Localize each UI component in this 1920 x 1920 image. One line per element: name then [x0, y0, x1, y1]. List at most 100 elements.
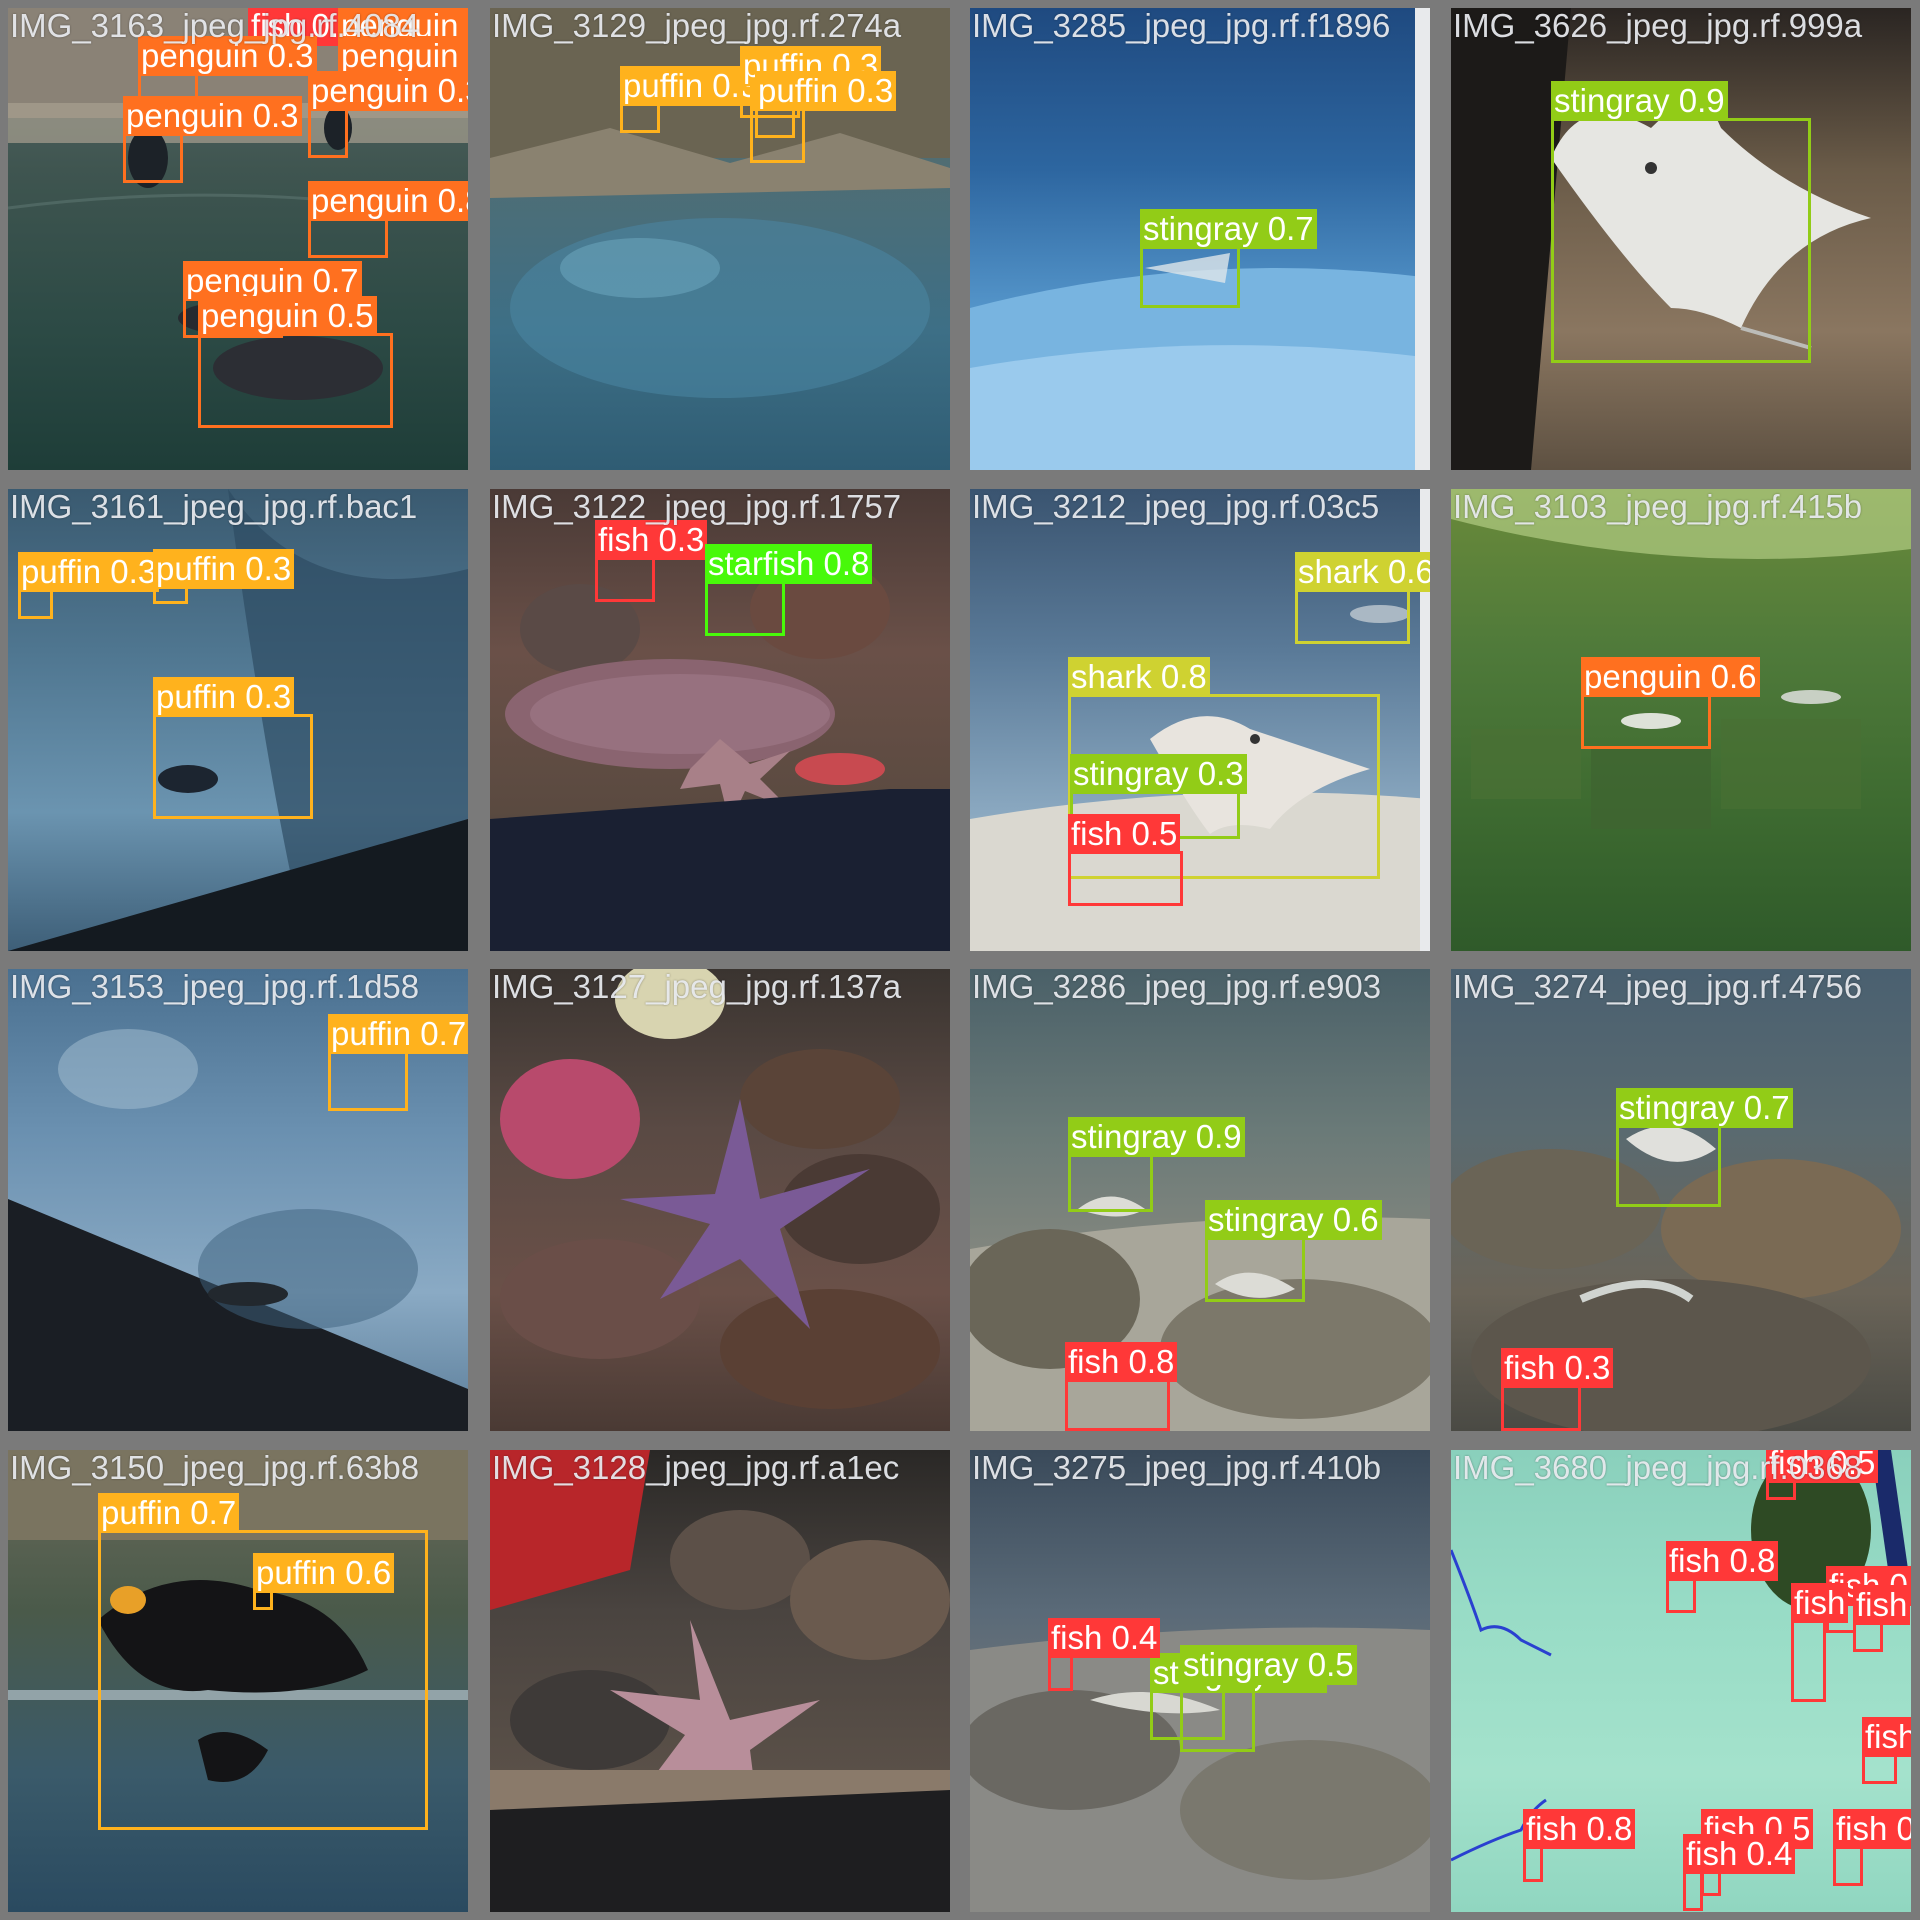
detection-label: fish 0.9 — [1833, 1809, 1911, 1849]
detection-box: fish 0.8 — [1065, 1342, 1178, 1431]
detection-label: penguin 0.3 — [308, 71, 468, 111]
detection-label: fish 0.3 — [1501, 1348, 1614, 1388]
image-tile: IMG_3274_jpeg_jpg.rf.4756 stingray 0.7 fis… — [1451, 969, 1911, 1431]
image-tile: IMG_3275_jpeg_jpg.rf.410bstingray 0.4fis… — [970, 1450, 1430, 1912]
detection-label: shark 0.6 — [1295, 552, 1430, 592]
detection-box: fish 0.4 — [1048, 1618, 1161, 1691]
detection-box: fish — [1862, 1717, 1911, 1784]
image-tile: IMG_3153_jpeg_jpg.rf.1d58 puffin 0.7 — [8, 969, 468, 1431]
detection-label: penguin 0.6 — [1581, 657, 1760, 697]
detection-box: fish 0.3 — [595, 520, 708, 602]
detection-label: stingray 0.3 — [1070, 754, 1247, 794]
detection-box: puffin 0.7 — [98, 1493, 428, 1830]
photo-scene — [1451, 489, 1911, 829]
detection-label: penguin 0.5 — [198, 296, 377, 336]
detection-label: puffin 0.7 — [98, 1493, 240, 1533]
detection-box: shark 0.6 — [1295, 552, 1430, 644]
detection-label: fish — [1791, 1583, 1849, 1623]
detection-label: puffin 0.7 — [328, 1014, 468, 1054]
detection-label: fish 0.5 — [1766, 1450, 1879, 1483]
image-tile: IMG_3161_jpeg_jpg.rf.bac1 puffin 0.3 puffi… — [8, 489, 468, 951]
detection-box: puffin 0.7 — [328, 1014, 468, 1111]
detection-label: puffin 0.3 — [18, 552, 160, 592]
photo-scene — [1451, 8, 1871, 470]
detection-box: stingray 0.5 — [1180, 1645, 1357, 1752]
detection-label: puffin 0.3 — [755, 71, 897, 111]
detection-label: fish 0.4 — [1683, 1834, 1796, 1874]
image-tile: IMG_3212_jpeg_jpg.rf.03c5 shark 0.6 shark … — [970, 489, 1430, 951]
photo-scene — [8, 1029, 468, 1431]
detection-box: puffin 0.3 — [620, 66, 762, 133]
detection-label: puffin 0.3 — [153, 549, 295, 589]
image-tile: IMG_3285_jpeg_jpg.rf.f1896 stingray 0.7 — [970, 8, 1430, 470]
detection-box: fish 0.4 — [1683, 1834, 1796, 1911]
detection-label: starfish 0.8 — [705, 544, 873, 584]
detection-label: puffin 0.3 — [153, 677, 295, 717]
detection-label: stingray 0.9 — [1551, 81, 1728, 121]
detection-label: fish 0.8 — [1065, 1342, 1178, 1382]
detection-box: fish 0.5 — [1068, 814, 1183, 906]
detection-label: fish 0.3 — [595, 520, 708, 560]
detection-box: fish 0.8 — [1666, 1541, 1779, 1613]
detection-box: penguin 0.3 — [138, 36, 317, 108]
image-tile: IMG_3680_jpeg_jpg.rf.0368 fish 0.5 fish 0.… — [1451, 1450, 1911, 1912]
detection-box: puffin 0.3 — [755, 71, 897, 138]
detection-label: fish 0.8 — [1666, 1541, 1779, 1581]
image-tile: IMG_3163_jpeg_jpg.rf.4084 fish 0.3 penguin… — [8, 8, 468, 470]
detection-label: fish — [1862, 1717, 1911, 1757]
detection-box: fish 0.8 — [1523, 1809, 1636, 1882]
detection-label: fish — [1853, 1585, 1911, 1625]
image-tile: IMG_3127_jpeg_jpg.rf.137a — [490, 969, 950, 1431]
detection-box: fish — [1853, 1585, 1911, 1652]
detection-box: stingray 0.9 — [1068, 1117, 1245, 1212]
detection-box: puffin 0.3 — [18, 552, 160, 619]
detection-box: stingray 0.7 — [1616, 1088, 1793, 1207]
detection-label: shark 0.8 — [1068, 657, 1210, 697]
detection-label: stingray 0.5 — [1180, 1645, 1357, 1685]
detection-label: stingray 0.9 — [1068, 1117, 1245, 1157]
detection-box: stingray 0.9 — [1551, 81, 1811, 363]
detection-label: penguin 0.7 — [183, 261, 362, 301]
detection-label: fish 0.8 — [1523, 1809, 1636, 1849]
detection-label: stingray 0.7 — [1140, 209, 1317, 249]
photo-scene — [8, 1450, 468, 1782]
detection-box: fish 0.9 — [1833, 1809, 1911, 1886]
detection-box: penguin 0.7 — [183, 261, 362, 338]
photo-scene — [490, 1450, 950, 1912]
detection-label: stingray 0.6 — [1205, 1200, 1382, 1240]
detection-box: fish — [1791, 1583, 1849, 1702]
photo-scene — [1451, 1126, 1901, 1431]
image-tile: IMG_3103_jpeg_jpg.rf.415b penguin 0.6 — [1451, 489, 1911, 951]
detection-box: penguin 0.5 — [198, 296, 393, 428]
detection-box: penguin 0.3 — [308, 71, 468, 158]
detection-label: penguin 0.8 — [308, 181, 468, 221]
detection-box: fish 0.5 — [1766, 1450, 1879, 1500]
detection-label: penguin 0.3 — [338, 36, 468, 76]
image-tile: IMG_3150_jpeg_jpg.rf.63b8 puffin 0.7 puffi… — [8, 1450, 468, 1912]
detection-box: puffin 0.3 — [153, 677, 313, 819]
detection-box: penguin 0.8 — [308, 181, 468, 258]
photo-scene — [970, 1627, 1430, 1912]
photo-scene — [500, 969, 940, 1409]
detection-box: penguin 0.3 — [338, 36, 468, 108]
detection-box: shark 0.8 — [1068, 657, 1380, 879]
detection-label: fish 0.4 — [1048, 1618, 1161, 1658]
detection-label: fish 0.5 — [1068, 814, 1181, 854]
detection-label: penguin 0.3 — [123, 96, 302, 136]
detection-box: fish 0.3 — [1501, 1348, 1614, 1431]
photo-scene — [8, 489, 468, 951]
image-tile: IMG_3286_jpeg_jpg.rf.e903 stingray 0.9 sti… — [970, 969, 1430, 1431]
detection-box: penguin 0.6 — [1581, 657, 1760, 749]
detection-label: penguin 0.3 — [138, 36, 317, 76]
photo-scene — [490, 559, 950, 951]
detection-box: stingray 0.6 — [1205, 1200, 1382, 1302]
detection-label: stingray 0.7 — [1616, 1088, 1793, 1128]
detection-box: penguin 0.3 — [123, 96, 302, 183]
photo-scene — [490, 8, 950, 398]
detection-label: puffin 0.6 — [253, 1553, 395, 1593]
image-tile: IMG_3122_jpeg_jpg.rf.1757 fish 0.3 starfis… — [490, 489, 950, 951]
image-tile: IMG_3626_jpeg_jpg.rf.999a stingray 0.9 — [1451, 8, 1911, 470]
detection-box: puffin 0.6 — [253, 1553, 395, 1610]
detection-box: starfish 0.8 — [705, 544, 873, 636]
